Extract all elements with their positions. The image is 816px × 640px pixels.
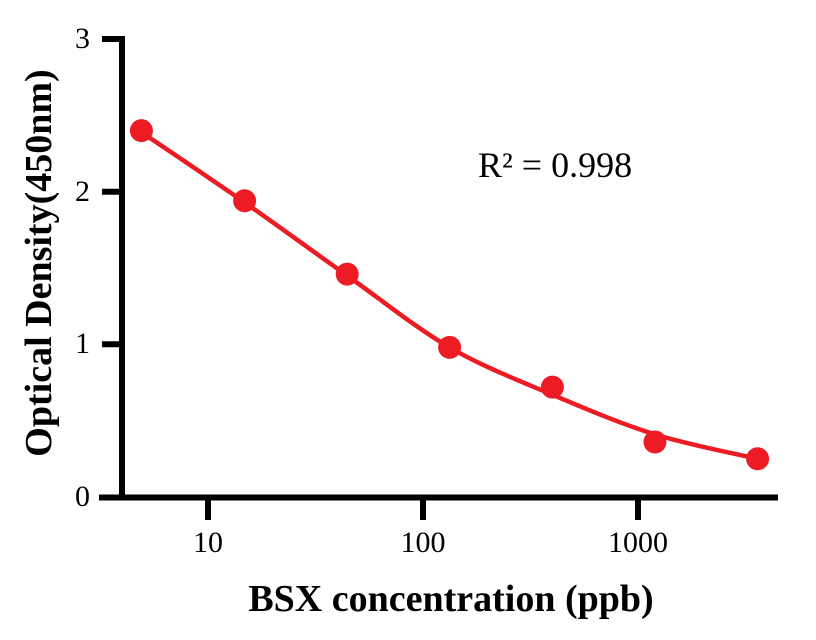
data-point-marker	[643, 430, 667, 454]
data-point-marker	[129, 119, 153, 143]
data-point-marker	[540, 375, 564, 399]
y-tick-label-1: 1	[75, 327, 90, 360]
data-point-marker	[746, 447, 770, 471]
y-tick-label-0: 0	[75, 480, 90, 513]
data-point-marker	[438, 335, 462, 359]
fit-curve	[139, 129, 760, 462]
axes-frame	[99, 36, 778, 520]
r-squared-annotation: R² = 0.998	[478, 145, 633, 185]
data-point-marker	[335, 262, 359, 286]
x-axis-title: BSX concentration (ppb)	[248, 578, 654, 620]
y-tick-label-2: 2	[75, 175, 90, 208]
y-tick-label-3: 3	[75, 22, 90, 55]
data-point-markers	[129, 119, 770, 471]
x-tick-label-100: 100	[400, 526, 446, 559]
x-tick-label-10: 10	[193, 526, 223, 559]
data-point-marker	[233, 189, 257, 213]
x-tick-label-1000: 1000	[608, 526, 668, 559]
y-axis-title: Optical Density(450nm)	[18, 69, 60, 457]
